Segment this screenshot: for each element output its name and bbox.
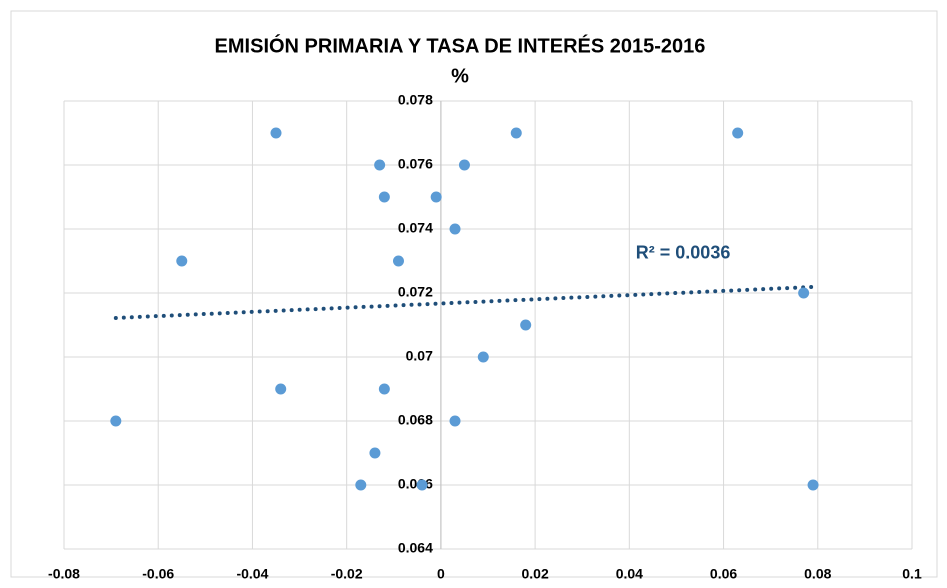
y-tick-label: 0.076: [398, 156, 433, 172]
data-point: [732, 127, 744, 139]
x-tick-label: 0.06: [710, 566, 737, 582]
x-tick-label: 0.02: [521, 566, 548, 582]
data-point: [374, 159, 386, 171]
y-tick-label: 0.072: [398, 284, 433, 300]
x-tick-label: 0: [437, 566, 445, 582]
x-tick-label: -0.06: [142, 566, 174, 582]
data-point: [798, 287, 810, 299]
trendline-label: R² = 0.0036: [636, 243, 731, 263]
chart-title: EMISIÓN PRIMARIA Y TASA DE INTERÉS 2015-…: [215, 33, 706, 57]
data-point: [392, 255, 404, 267]
x-tick-label: 0.08: [804, 566, 831, 582]
data-point: [110, 415, 122, 427]
y-tick-label: 0.064: [398, 540, 433, 556]
data-point: [369, 447, 381, 459]
data-point: [477, 351, 489, 363]
data-point: [510, 127, 522, 139]
data-point: [520, 319, 532, 331]
y-tick-label: 0.078: [398, 92, 433, 108]
y-tick-label: 0.074: [398, 220, 433, 236]
data-point: [355, 479, 367, 491]
y-tick-label: 0.068: [398, 412, 433, 428]
data-point: [378, 383, 390, 395]
data-point: [458, 159, 470, 171]
data-point: [449, 415, 461, 427]
chart-subtitle: %: [451, 65, 469, 87]
y-tick-label: 0.066: [398, 476, 433, 492]
chart-frame: [10, 10, 938, 578]
data-point: [378, 191, 390, 203]
x-tick-label: 0.04: [616, 566, 643, 582]
y-tick-label: 0.07: [406, 348, 433, 364]
data-point: [270, 127, 282, 139]
data-point: [176, 255, 188, 267]
data-point: [416, 479, 428, 491]
data-point: [275, 383, 287, 395]
data-point: [430, 191, 442, 203]
x-tick-label: -0.08: [48, 566, 80, 582]
x-tick-label: -0.04: [236, 566, 268, 582]
x-tick-label: 0.1: [902, 566, 922, 582]
x-tick-label: -0.02: [331, 566, 363, 582]
data-point: [807, 479, 819, 491]
data-point: [449, 223, 461, 235]
